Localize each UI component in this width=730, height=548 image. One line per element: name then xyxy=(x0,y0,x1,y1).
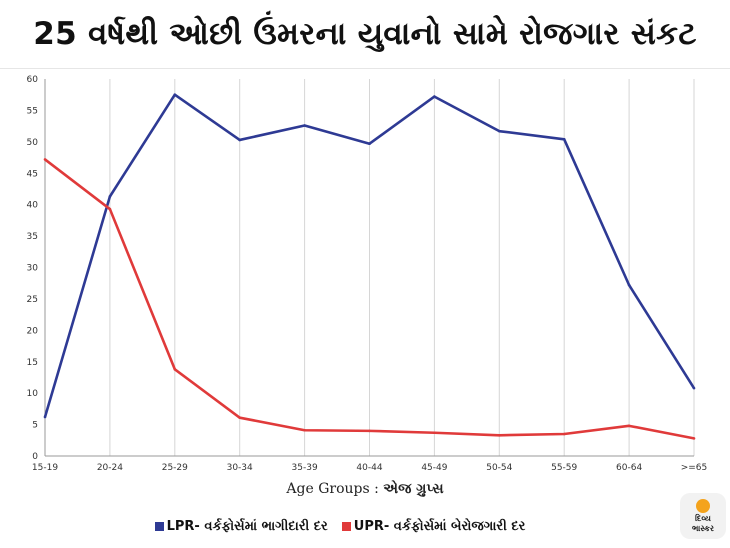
data-point-upr xyxy=(303,428,306,432)
y-tick-label: 25 xyxy=(27,295,38,305)
page-title: 25 વર્ષથી ઓછી ઉંમરના યુવાનો સામે રોજગાર … xyxy=(33,15,697,52)
x-tick-label: 30-34 xyxy=(227,463,253,473)
x-axis-ticks: 15-19 20-24 25-29 30-34 35-39 40-44 45-49 50-54… xyxy=(32,463,707,473)
x-tick-label: 25-29 xyxy=(162,463,188,473)
x-tick-label: 15-19 xyxy=(32,463,58,473)
data-point-upr xyxy=(562,432,566,436)
y-tick-label: 0 xyxy=(32,452,38,462)
legend-item-lpr: LPR- વર્કફોર્સમાં ભાગીદારી દર xyxy=(154,519,328,534)
x-tick-label: 50-54 xyxy=(486,463,512,473)
title-divider xyxy=(0,68,730,69)
data-point-lpr xyxy=(368,142,371,146)
x-tick-label: 60-64 xyxy=(616,463,642,473)
legend-swatch-lpr xyxy=(154,522,164,531)
chart-series xyxy=(43,93,696,440)
data-point-upr xyxy=(108,207,112,211)
data-point-lpr xyxy=(692,386,696,390)
y-tick-label: 15 xyxy=(27,358,38,368)
data-point-upr xyxy=(498,433,501,437)
y-tick-label: 30 xyxy=(27,264,39,274)
legend-item-upr: UPR- વર્કફોર્સમાં બેરોજગારી દર xyxy=(341,519,526,534)
x-tick-label: >=65 xyxy=(681,463,708,473)
x-axis-label-gujarati: એજ ગ્રુપ્સ xyxy=(383,481,444,497)
x-tick-label: 40-44 xyxy=(356,463,382,473)
x-axis-label-english: Age Groups : xyxy=(286,481,379,497)
data-point-lpr xyxy=(627,283,631,287)
data-point-upr xyxy=(173,367,177,371)
data-point-upr xyxy=(238,416,241,419)
legend-label-lpr: LPR- વર્કફોર્સમાં ભાગીદારી દર xyxy=(166,519,328,534)
line-chart: 0 5 10 15 20 25 30 35 40 45 50 55 60 15-19 20-24 25-29… xyxy=(27,75,708,473)
data-point-lpr xyxy=(498,129,501,133)
logo-text-line1: દિવ્ય xyxy=(695,513,711,523)
divya-bhaskar-logo: દિવ્ય ભાસ્કર xyxy=(680,493,726,539)
data-point-lpr xyxy=(173,93,177,97)
data-point-upr xyxy=(368,429,371,433)
y-tick-label: 35 xyxy=(27,232,38,242)
x-tick-label: 35-39 xyxy=(292,463,318,473)
x-tick-label: 20-24 xyxy=(97,463,123,473)
y-tick-label: 60 xyxy=(27,75,39,85)
x-tick-label: 55-59 xyxy=(551,463,577,473)
x-axis-label: Age Groups : એજ ગ્રુપ્સ xyxy=(0,481,730,497)
data-point-upr xyxy=(43,158,47,161)
y-tick-label: 45 xyxy=(27,169,38,179)
data-point-lpr xyxy=(433,95,436,98)
chart-grid xyxy=(44,79,695,457)
data-point-lpr xyxy=(43,415,47,419)
y-tick-label: 20 xyxy=(27,326,39,336)
x-tick-label: 45-49 xyxy=(421,463,447,473)
y-axis-ticks: 0 5 10 15 20 25 30 35 40 45 50 55 60 xyxy=(27,75,39,462)
data-point-upr xyxy=(433,431,436,435)
y-tick-label: 10 xyxy=(27,389,39,399)
data-point-upr xyxy=(627,424,631,428)
y-tick-label: 5 xyxy=(32,421,38,431)
y-tick-label: 50 xyxy=(27,138,39,148)
legend-label-upr: UPR- વર્કફોર્સમાં બેરોજગારી દર xyxy=(353,519,526,534)
data-point-lpr xyxy=(303,124,306,127)
legend-swatch-upr xyxy=(341,522,351,531)
data-point-lpr xyxy=(108,195,112,198)
y-tick-label: 40 xyxy=(27,201,39,211)
sun-icon xyxy=(696,498,710,513)
logo-text-line2: ભાસ્કર xyxy=(691,523,715,533)
data-point-lpr xyxy=(562,138,566,141)
data-point-lpr xyxy=(238,138,241,142)
chart-legend: LPR- વર્કફોર્સમાં ભાગીદારી દર UPR- વર્કફ… xyxy=(0,519,680,534)
y-tick-label: 55 xyxy=(27,106,38,116)
data-point-upr xyxy=(692,437,696,440)
